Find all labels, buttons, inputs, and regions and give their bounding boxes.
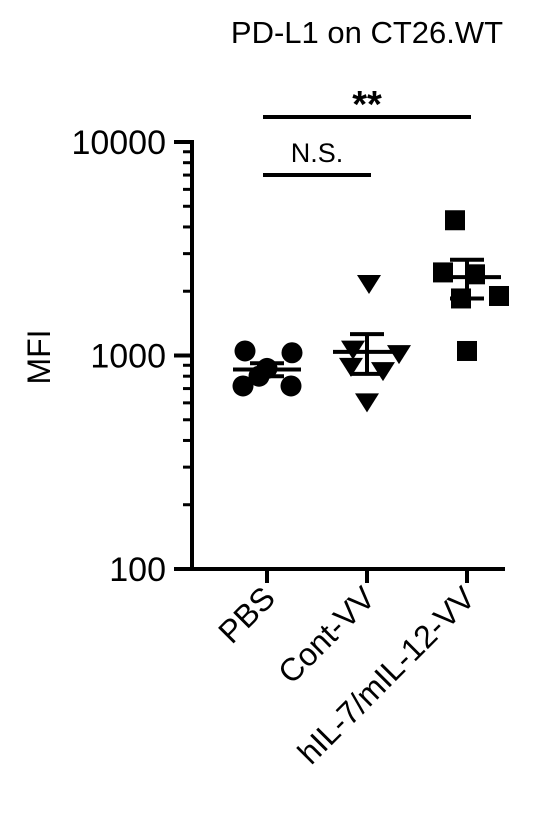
data-point: [387, 345, 411, 365]
significance-label: N.S.: [291, 138, 344, 168]
x-tick-label: hIL-7/mIL-12-VV: [290, 579, 482, 771]
data-point: [234, 340, 256, 362]
data-point: [457, 340, 477, 361]
y-tick-label: 100: [109, 551, 166, 589]
significance-label: **: [352, 84, 382, 126]
data-point: [489, 285, 509, 306]
chart-title: PD-L1 on CT26.WT: [231, 15, 503, 50]
data-point: [433, 262, 453, 283]
data-point: [339, 357, 363, 377]
data-point: [465, 264, 485, 285]
data-point: [281, 342, 303, 364]
data-point: [357, 275, 381, 295]
data-point: [445, 210, 465, 231]
y-axis-label: MFI: [21, 329, 57, 384]
data-point: [371, 362, 395, 382]
y-tick-label: 10000: [71, 124, 166, 162]
data-point: [232, 375, 254, 397]
data-point: [355, 393, 379, 413]
x-tick-label: PBS: [211, 579, 282, 650]
data-point: [280, 375, 302, 397]
y-tick-label: 1000: [90, 338, 166, 376]
